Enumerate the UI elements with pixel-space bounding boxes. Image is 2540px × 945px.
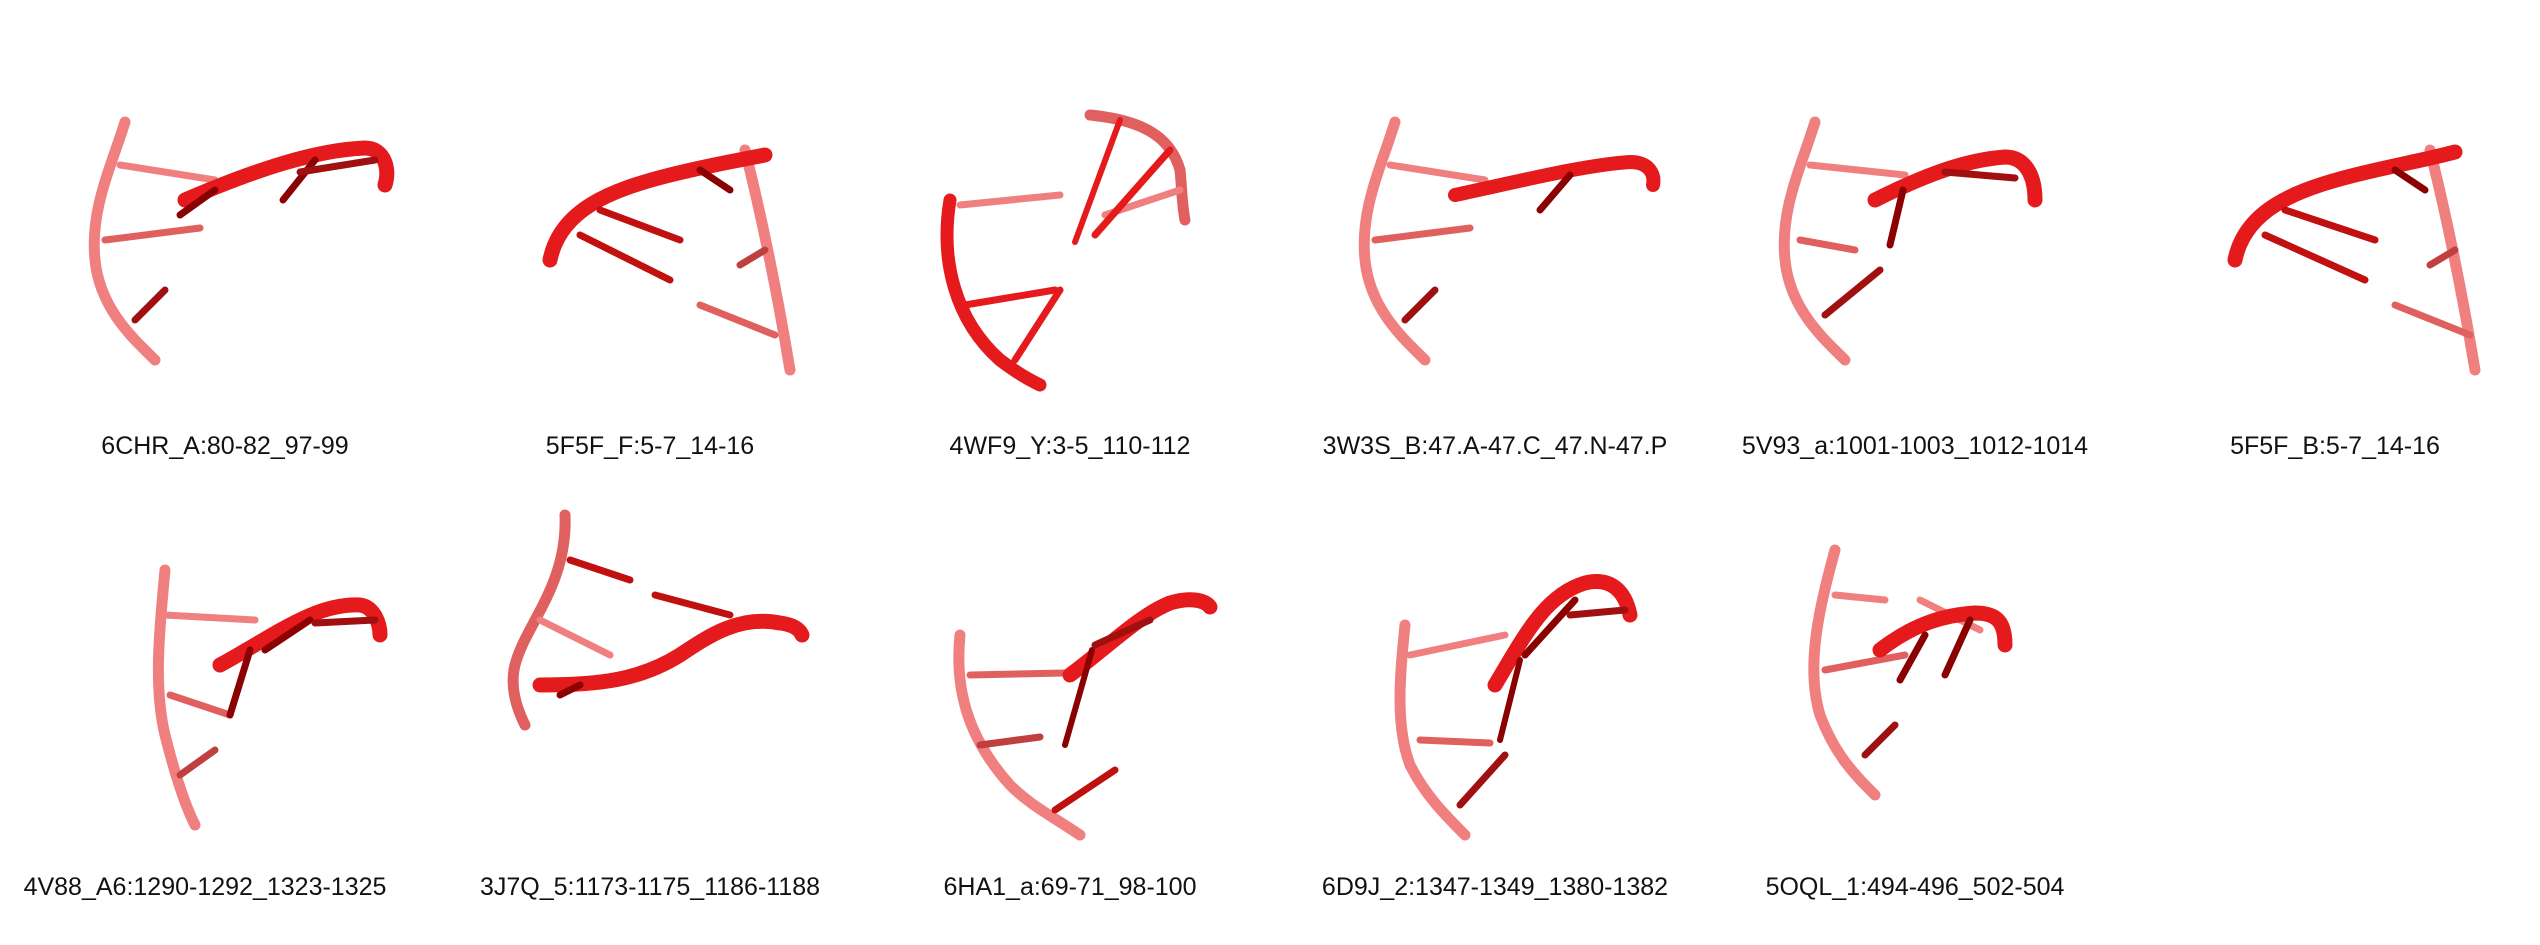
structure-panel-10: 6D9J_2:1347-1349_1380-1382: [1285, 505, 1705, 945]
structure-panel-11: 5OQL_1:494-496_502-504: [1705, 505, 2125, 945]
rna-structure-render: [1358, 116, 1661, 366]
structure-label: 4V88_A6:1290-1292_1323-1325: [23, 873, 387, 901]
structure-label: 4WF9_Y:3-5_110-112: [949, 432, 1191, 460]
structure-panel-5: 5V93_a:1001-1003_1012-1014: [1705, 60, 2125, 500]
rna-structure-render: [953, 592, 1218, 841]
rna-structure-render: [2227, 144, 2481, 376]
rna-structure-render: [1778, 116, 2043, 366]
structure-label: 6HA1_a:69-71_98-100: [943, 873, 1197, 901]
structure-label: 3J7Q_5:1173-1175_1186-1188: [479, 873, 821, 901]
structure-panel-9: 6HA1_a:69-71_98-100: [860, 505, 1280, 945]
structure-panel-2: 5F5F_F:5-7_14-16: [440, 60, 860, 500]
structure-label: 5OQL_1:494-496_502-504: [1765, 873, 2065, 901]
structure-panel-4: 3W3S_B:47.A-47.C_47.N-47.P: [1285, 60, 1705, 500]
structure-panel-1: 6CHR_A:80-82_97-99: [15, 60, 435, 500]
structure-label: 5F5F_F:5-7_14-16: [545, 432, 755, 460]
structure-panel-7: 4V88_A6:1290-1292_1323-1325: [15, 505, 435, 945]
structure-label: 6D9J_2:1347-1349_1380-1382: [1321, 873, 1669, 901]
structure-label: 6CHR_A:80-82_97-99: [101, 432, 349, 460]
structure-panel-3: 4WF9_Y:3-5_110-112: [860, 60, 1280, 500]
rna-structure-render: [1808, 544, 2013, 801]
structure-label: 3W3S_B:47.A-47.C_47.N-47.P: [1322, 432, 1668, 460]
rna-structure-render: [88, 116, 395, 366]
rna-structure-render: [1394, 574, 1638, 841]
rna-structure-render: [507, 509, 810, 731]
structure-panel-6: 5F5F_B:5-7_14-16: [2125, 60, 2540, 500]
structure-panel-8: 3J7Q_5:1173-1175_1186-1188: [440, 505, 860, 945]
structure-label: 5V93_a:1001-1003_1012-1014: [1741, 432, 2089, 460]
rna-structure-render: [940, 109, 1191, 392]
structure-label: 5F5F_B:5-7_14-16: [2230, 432, 2440, 460]
rna-structure-render: [152, 564, 388, 831]
rna-structure-render: [542, 144, 796, 376]
